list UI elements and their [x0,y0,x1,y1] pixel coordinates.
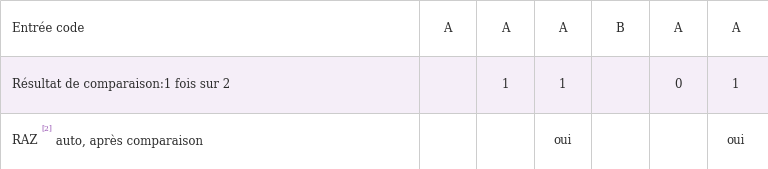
Text: Entrée code: Entrée code [12,22,84,35]
Bar [0,56,768,113]
Text: A: A [731,22,740,35]
Bar [0,0,768,56]
Text: A: A [558,22,567,35]
Bar [0,113,768,169]
Text: 1: 1 [732,78,739,91]
Text: auto, après comparaison: auto, après comparaison [51,134,203,148]
Text: Résultat de comparaison:1 fois sur 2: Résultat de comparaison:1 fois sur 2 [12,78,230,91]
Text: 0: 0 [674,78,681,91]
Text: B: B [616,22,624,35]
Text: RAZ: RAZ [12,134,41,147]
Text: oui: oui [554,134,571,147]
Text: A: A [674,22,682,35]
Text: A: A [501,22,509,35]
Text: 1: 1 [502,78,508,91]
Text: A: A [443,22,452,35]
Text: oui: oui [727,134,744,147]
Text: 1: 1 [559,78,566,91]
Text: [2]: [2] [41,124,51,132]
